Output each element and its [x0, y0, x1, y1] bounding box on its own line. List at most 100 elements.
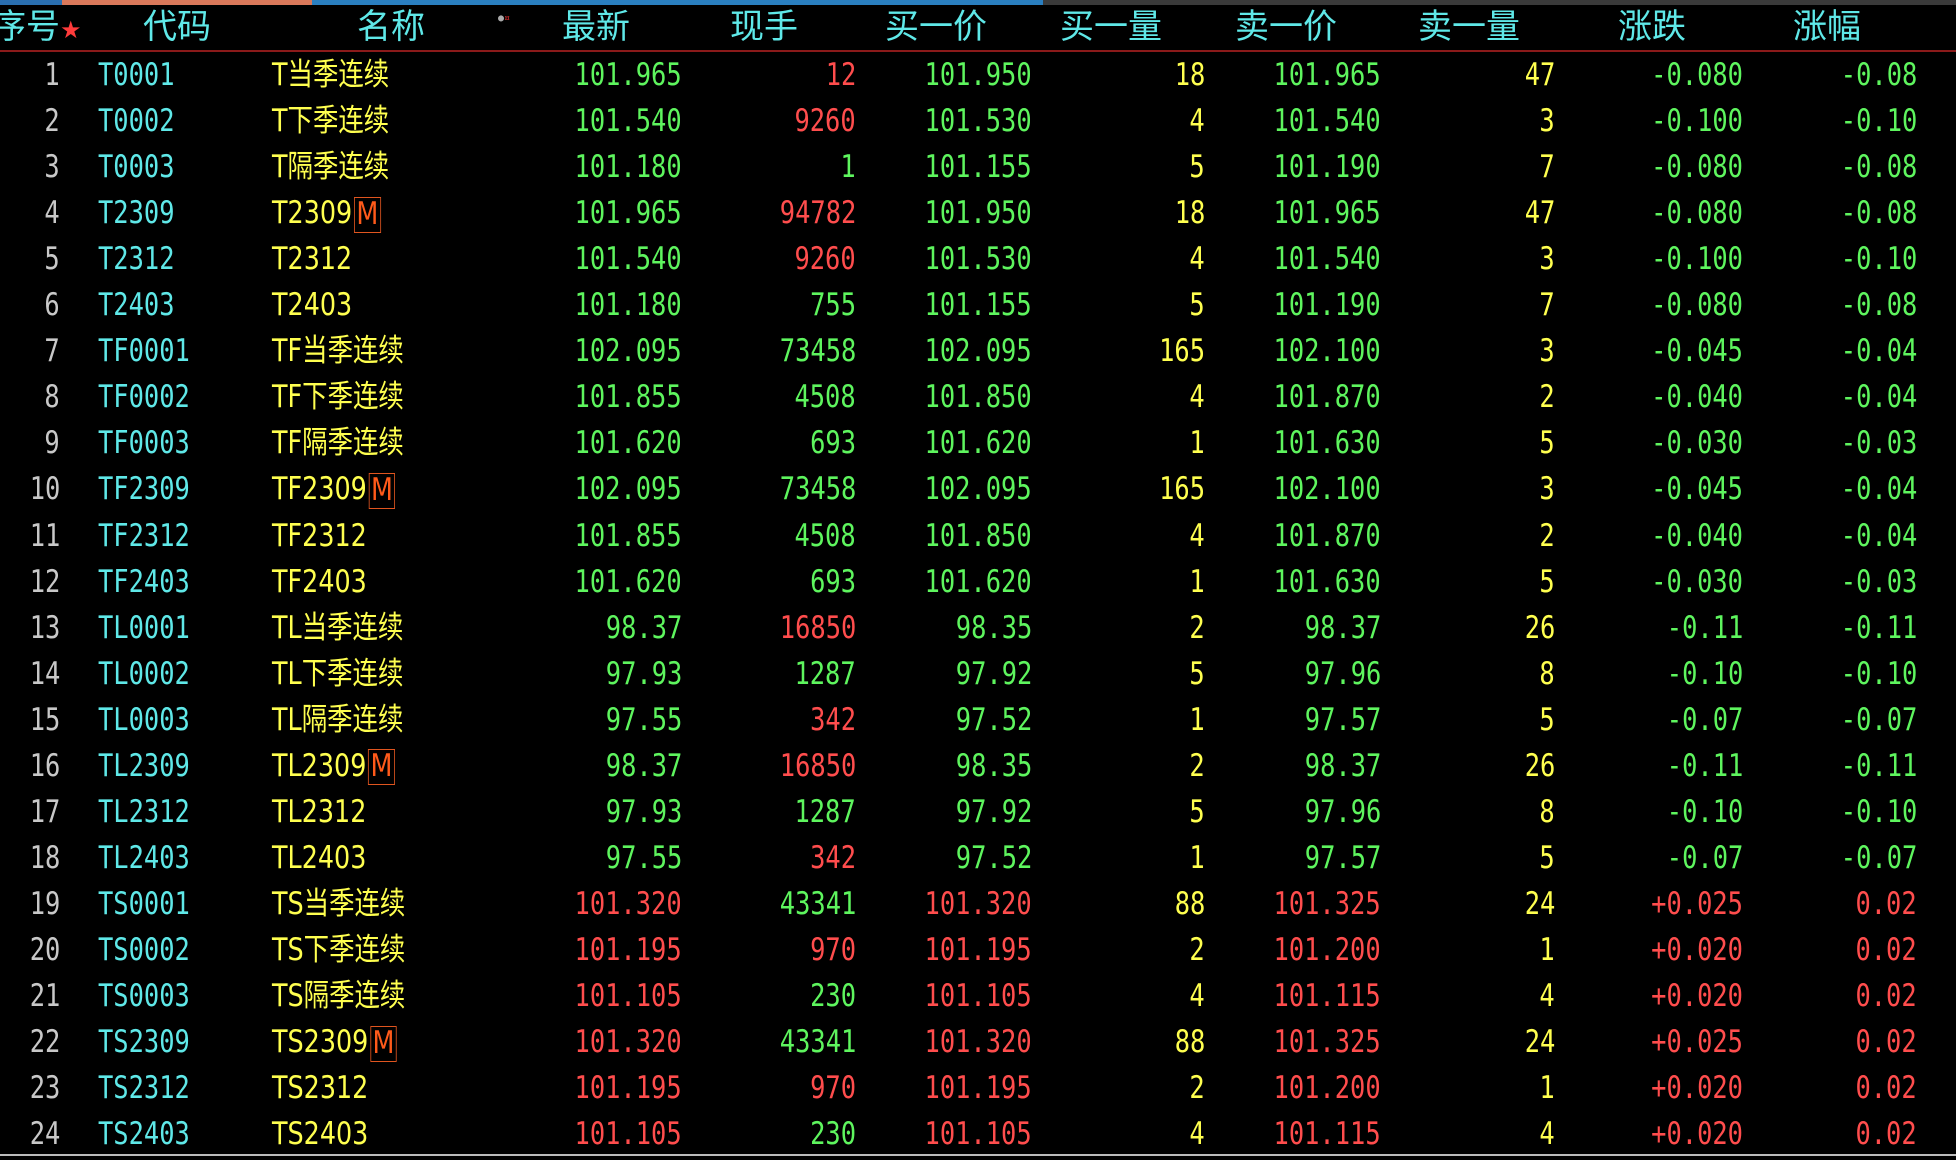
row-bid: 101.155	[925, 282, 1032, 328]
row-name-text: TL当季连续	[272, 609, 404, 646]
table-row[interactable]: 13 TL0001 TL当季连续 98.37 16850 98.35 2 98.37 26 -0.…	[0, 605, 1956, 651]
header-index[interactable]: 序号★	[0, 7, 82, 47]
row-cur-vol: 16850	[779, 743, 856, 789]
row-cur-vol: 73458	[779, 328, 856, 374]
row-index: 10	[29, 466, 60, 512]
row-code: TF2309	[98, 466, 190, 512]
row-index: 23	[29, 1065, 60, 1111]
row-ask: 98.37	[1304, 605, 1381, 651]
row-change: -0.10	[1666, 789, 1743, 835]
table-row[interactable]: 21 TS0003 TS隔季连续 101.105 230 101.105 4 101.115 4…	[0, 973, 1956, 1019]
row-last-text: 101.965	[574, 195, 682, 232]
row-change-text: +0.020	[1651, 978, 1743, 1014]
header-change[interactable]: 涨跌	[1618, 7, 1686, 47]
row-pct: -0.08	[1840, 144, 1917, 190]
table-row[interactable]: 6 T2403 T2403 101.180 755 101.155 5 101.190 7 -0.…	[0, 282, 1956, 328]
row-pct-text: -0.07	[1840, 701, 1917, 738]
table-row[interactable]: 7 TF0001 TF当季连续 102.095 73458 102.095 165 102.1…	[0, 328, 1956, 374]
row-bid-vol-text: 1	[1189, 839, 1205, 876]
table-row[interactable]: 16 TL2309 TL2309 M 98.37 16850 98.35 2 98.37 26 -0…	[0, 743, 1956, 789]
row-last: 101.195	[575, 927, 682, 973]
row-change: -0.080	[1651, 190, 1743, 236]
header-bid-vol[interactable]: 买一量	[1060, 7, 1162, 47]
table-row[interactable]: 15 TL0003 TL隔季连续 97.55 342 97.52 1 97.57 5 -0.07 -…	[0, 697, 1956, 743]
header-ask-vol[interactable]: 卖一量	[1418, 7, 1520, 47]
table-row[interactable]: 19 TS0001 TS当季连续 101.320 43341 101.320 88 101.3…	[0, 881, 1956, 927]
table-row[interactable]: 2 T0002 T下季连续 101.540 9260 101.530 4 101.540 3 -0…	[0, 98, 1956, 144]
column-settings-icon[interactable]: ●¤	[498, 13, 511, 24]
row-bid-vol-text: 88	[1174, 885, 1205, 922]
header-bid[interactable]: 买一价	[885, 7, 987, 47]
table-row[interactable]: 9 TF0003 TF隔季连续 101.620 693 101.620 1 101.630 5 -…	[0, 420, 1956, 466]
table-row[interactable]: 4 T2309 T2309 M 101.965 94782 101.950 18 101.965…	[0, 190, 1956, 236]
row-ask-vol-text: 7	[1539, 287, 1555, 324]
row-last: 101.965	[575, 52, 682, 98]
row-pct: 0.02	[1856, 973, 1917, 1019]
table-row[interactable]: 22 TS2309 TS2309 M 101.320 43341 101.320 88 101.…	[0, 1019, 1956, 1065]
table-row[interactable]: 12 TF2403 TF2403 101.620 693 101.620 1 101.630 5…	[0, 559, 1956, 605]
header-name[interactable]: 名称	[357, 7, 425, 47]
row-bid-vol-text: 1	[1189, 701, 1205, 738]
table-row[interactable]: 20 TS0002 TS下季连续 101.195 970 101.195 2 101.200 1…	[0, 927, 1956, 973]
row-change: -0.100	[1651, 236, 1743, 282]
row-cur-vol-text: 342	[810, 701, 856, 738]
row-last-text: 98.37	[605, 747, 682, 784]
row-change-text: -0.080	[1651, 149, 1743, 186]
row-index-text: 6	[44, 287, 60, 324]
header-cur-vol[interactable]: 现手	[730, 7, 798, 47]
row-pct: 0.02	[1856, 927, 1917, 973]
star-icon[interactable]: ★	[60, 16, 82, 44]
row-index: 6	[45, 282, 60, 328]
row-ask: 102.100	[1274, 328, 1381, 374]
row-bid-vol: 5	[1190, 144, 1205, 190]
row-name-text: TS2403	[272, 1116, 369, 1153]
table-row[interactable]: 11 TF2312 TF2312 101.855 4508 101.850 4 101.870…	[0, 513, 1956, 559]
row-index-text: 4	[44, 195, 60, 232]
row-bid-text: 97.52	[955, 839, 1032, 876]
row-last-text: 101.855	[574, 517, 682, 554]
table-row[interactable]: 5 T2312 T2312 101.540 9260 101.530 4 101.540 3 -0…	[0, 236, 1956, 282]
row-name: TF2309 M	[272, 466, 396, 512]
table-row[interactable]: 24 TS2403 TS2403 101.105 230 101.105 4 101.115 4…	[0, 1111, 1956, 1157]
header-ask[interactable]: 卖一价	[1235, 7, 1337, 47]
row-bid: 101.195	[925, 927, 1032, 973]
table-row[interactable]: 18 TL2403 TL2403 97.55 342 97.52 1 97.57 5 -0.07 -…	[0, 835, 1956, 881]
row-pct: 0.02	[1856, 1065, 1917, 1111]
row-code-text: TF2403	[98, 563, 190, 600]
header-pct[interactable]: 涨幅	[1793, 7, 1861, 47]
row-ask-vol-text: 47	[1524, 195, 1555, 232]
row-bid-vol: 5	[1190, 789, 1205, 835]
row-pct: -0.03	[1840, 420, 1917, 466]
table-row[interactable]: 17 TL2312 TL2312 97.93 1287 97.92 5 97.96 8 -0.10…	[0, 789, 1956, 835]
row-bid: 101.195	[925, 1065, 1032, 1111]
row-bid-text: 101.155	[924, 287, 1032, 324]
row-index-text: 13	[29, 609, 60, 646]
row-code-text: T2309	[98, 195, 175, 232]
row-last: 97.55	[605, 697, 682, 743]
row-name: TF2403	[272, 559, 367, 605]
row-code: TL2403	[98, 835, 190, 881]
row-cur-vol: 230	[810, 973, 856, 1019]
row-cur-vol-text: 1	[840, 149, 856, 186]
row-index: 21	[29, 973, 60, 1019]
row-last-text: 101.105	[574, 1116, 682, 1153]
table-row[interactable]: 8 TF0002 TF下季连续 101.855 4508 101.850 4 101.870 2…	[0, 374, 1956, 420]
table-row[interactable]: 14 TL0002 TL下季连续 97.93 1287 97.92 5 97.96 8 -0.10…	[0, 651, 1956, 697]
main-contract-badge: M	[368, 749, 395, 786]
row-code-text: TS0003	[98, 978, 190, 1014]
table-row[interactable]: 3 T0003 T隔季连续 101.180 1 101.155 5 101.190 7 -0.08…	[0, 144, 1956, 190]
row-ask-vol: 5	[1540, 697, 1555, 743]
header-last[interactable]: 最新	[562, 7, 630, 47]
table-row[interactable]: 10 TF2309 TF2309 M 102.095 73458 102.095 165 102…	[0, 466, 1956, 512]
row-name-text: TS2312	[272, 1070, 369, 1107]
row-ask-text: 101.870	[1273, 379, 1381, 416]
row-index-text: 16	[29, 747, 60, 784]
table-row[interactable]: 1 T0001 T当季连续 101.965 12 101.950 18 101.965 47 -0…	[0, 52, 1956, 98]
table-row[interactable]: 23 TS2312 TS2312 101.195 970 101.195 2 101.200 1…	[0, 1065, 1956, 1111]
row-index-text: 10	[29, 471, 60, 508]
row-last-text: 98.37	[605, 609, 682, 646]
row-change: -0.080	[1651, 144, 1743, 190]
header-code[interactable]: 代码	[143, 7, 211, 47]
row-pct: -0.07	[1840, 697, 1917, 743]
row-pct: -0.04	[1840, 466, 1917, 512]
